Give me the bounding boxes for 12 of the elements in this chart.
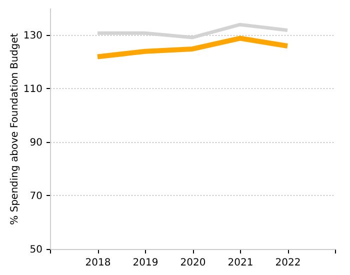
y-tick-label: 110 bbox=[23, 84, 42, 95]
y-tick-label: 130 bbox=[23, 30, 42, 42]
y-axis-title: % Spending above Foundation Budget bbox=[9, 33, 20, 225]
y-tick-label: 90 bbox=[30, 137, 42, 148]
x-tick-label: 2018 bbox=[85, 258, 111, 268]
x-tick-label: 2020 bbox=[180, 258, 206, 268]
x-tick-label: 2022 bbox=[275, 258, 301, 268]
x-tick-label: 2019 bbox=[132, 258, 158, 268]
y-tick-label: 50 bbox=[30, 244, 42, 256]
x-tick-label: 2021 bbox=[228, 258, 254, 268]
line-series bbox=[96, 22, 290, 40]
y-tick-label: 70 bbox=[30, 190, 42, 202]
